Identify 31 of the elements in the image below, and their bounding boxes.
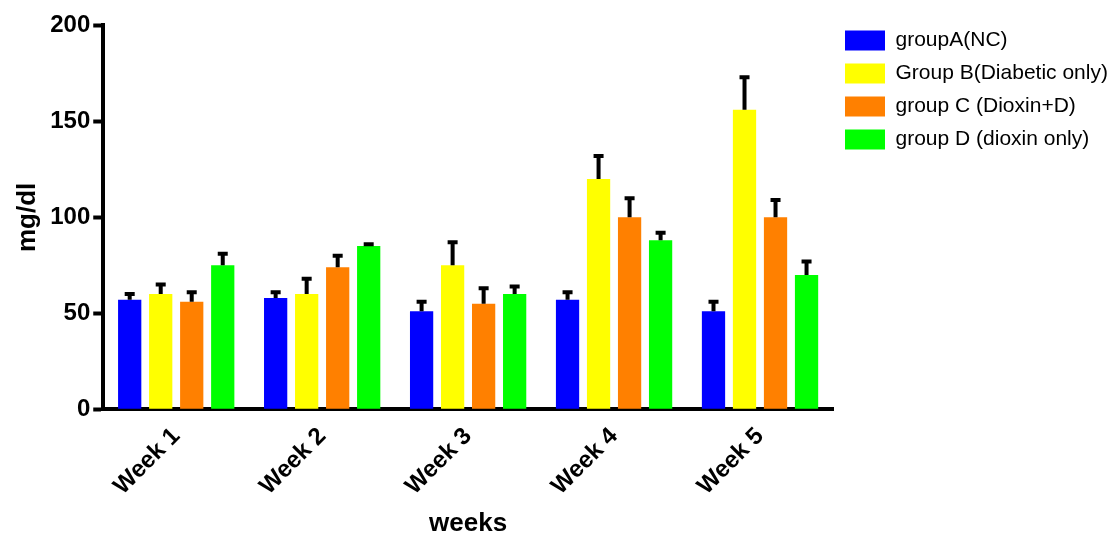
bar [264,297,288,409]
bar [149,294,173,409]
bar [357,246,381,409]
bar [701,311,726,409]
bar [555,299,580,409]
y-tick-label: 50 [63,297,91,325]
bar [409,311,434,409]
y-tick-label: 0 [76,393,91,421]
legend-label: group D (dioxin only) [895,126,1090,150]
bar [180,301,204,409]
bar [794,274,819,409]
y-tick-label: 150 [50,105,91,133]
bar [648,240,673,409]
bar [295,294,319,409]
y-tick-label: 100 [50,201,91,229]
bar [732,109,757,409]
bar [440,265,465,409]
x-axis-title: weeks [428,506,508,537]
bar [118,299,142,409]
y-tick-label: 200 [50,10,91,38]
legend-label: groupA(NC) [895,27,1008,51]
bar [586,178,611,409]
bar [472,303,496,409]
legend-label: group C (Dioxin+D) [895,93,1076,117]
bar [763,217,788,409]
bar [617,217,642,409]
y-axis-title: mg/dl [10,182,41,252]
bar [503,294,527,409]
bar [211,265,235,409]
legend-label: Group B(Diabetic only) [895,60,1108,84]
bar [326,267,350,409]
